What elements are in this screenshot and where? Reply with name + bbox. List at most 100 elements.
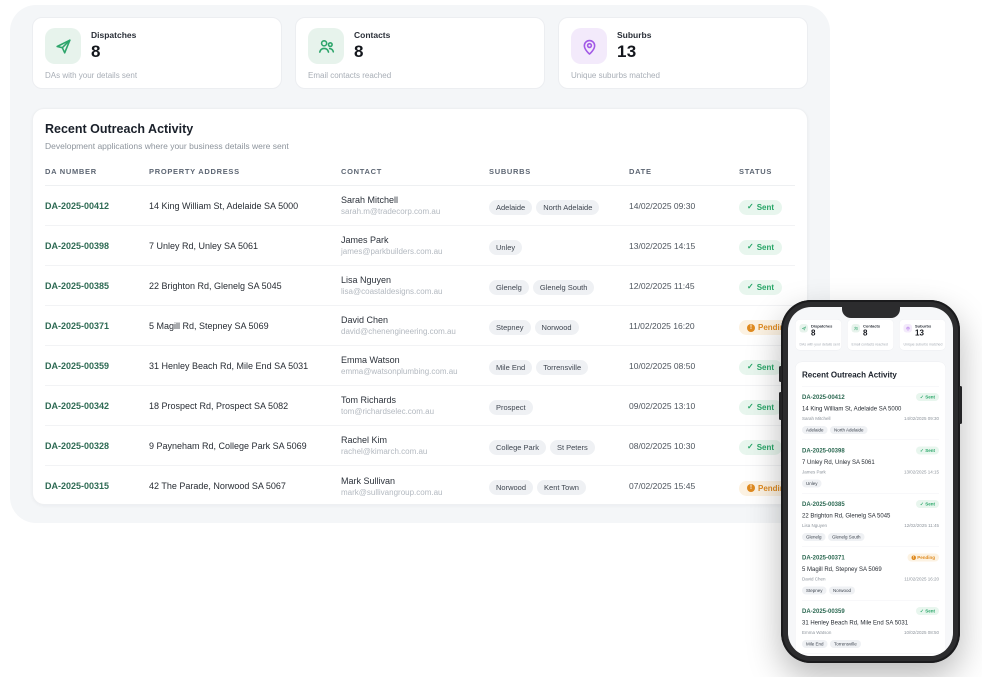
status-label: Sent xyxy=(925,394,935,400)
status-badge-sent: ✓ Sent xyxy=(915,607,939,615)
mobile-table-row: DA-2025-00359 ✓ Sent 31 Henley Beach Rd, Mi… xyxy=(802,600,939,654)
da-number: DA-2025-00315 xyxy=(45,481,110,491)
date-cell: 07/02/2025 15:45 xyxy=(629,481,696,491)
column-header-suburbs: SUBURBS xyxy=(489,167,531,176)
suburb-chip: Glenelg xyxy=(802,533,826,541)
suburbs-cell: Prospect xyxy=(489,397,629,415)
date-cell: 08/02/2025 10:30 xyxy=(629,440,696,451)
suburb-chip: Norwood xyxy=(489,480,534,495)
suburb-chip: Unley xyxy=(802,479,822,488)
property-address: 31 Henley Beach Rd, Mile End SA 5031 xyxy=(149,360,309,371)
stat-value: 8 xyxy=(811,329,816,338)
phone-mockup: Dispatches 8 DAs with your details sent Con… xyxy=(779,300,962,663)
suburb-chip: Torrensville xyxy=(536,359,589,375)
table-row[interactable]: DA-2025-00398 7 Unley Rd, Unley SA 5061 Ja… xyxy=(45,226,795,266)
mobile-row-header: DA-2025-00412 ✓ Sent xyxy=(802,393,939,401)
table-row[interactable]: DA-2025-00328 9 Payneham Rd, College Park… xyxy=(45,426,795,466)
property-address: 5 Magill Rd, Stepney SA 5069 xyxy=(149,320,269,331)
suburbs-cell: Mile End Torrensville xyxy=(489,357,629,375)
status-badge-sent: ✓ Sent xyxy=(739,199,783,215)
suburb-chip: North Adelaide xyxy=(830,426,868,434)
date-cell: 13/02/2025 14:15 xyxy=(903,469,939,475)
table-row[interactable]: DA-2025-00342 18 Prospect Rd, Prospect SA… xyxy=(45,386,795,426)
da-number: DA-2025-00385 xyxy=(45,280,110,291)
column-header-date: DATE xyxy=(629,167,652,176)
date-cell: 09/02/2025 13:10 xyxy=(629,400,696,411)
people-icon xyxy=(308,28,344,64)
stat-sublabel: Email contacts reached xyxy=(851,343,888,347)
contact-email: sarah.m@tradecorp.com.au xyxy=(341,207,441,216)
phone-screen: Dispatches 8 DAs with your details sent Con… xyxy=(788,307,953,656)
contact-name: Lisa Nguyen xyxy=(802,523,828,528)
status-badge-pending: ! Pending xyxy=(907,553,939,562)
section-title: Recent Outreach Activity xyxy=(45,122,194,136)
phone-power-button xyxy=(959,386,962,424)
contact-name: Tom Richards xyxy=(341,395,397,405)
table-row[interactable]: DA-2025-00359 31 Henley Beach Rd, Mile En… xyxy=(45,346,795,386)
da-number: DA-2025-00328 xyxy=(45,440,110,451)
property-address: 5 Magill Rd, Stepney SA 5069 xyxy=(802,565,882,573)
date-cell: 14/02/2025 09:30 xyxy=(903,416,939,421)
property-address: 14 King William St, Adelaide SA 5000 xyxy=(149,200,299,211)
check-icon: ✓ xyxy=(919,447,924,453)
mobile-table-row: DA-2025-00398 ✓ Sent 7 Unley Rd, Unley SA 5… xyxy=(802,439,939,494)
property-address: 31 Henley Beach Rd, Mile End SA 5031 xyxy=(802,619,909,626)
phone-volume-button xyxy=(779,392,782,420)
status-badge-sent: ✓ Sent xyxy=(739,439,783,455)
property-address: 7 Unley Rd, Unley SA 5061 xyxy=(149,240,259,251)
property-address: 7 Unley Rd, Unley SA 5061 xyxy=(802,458,875,466)
mobile-stats-row: Dispatches 8 DAs with your details sent Con… xyxy=(795,319,946,351)
status-label: Sent xyxy=(756,402,775,412)
column-header-property-address: PROPERTY ADDRESS xyxy=(149,167,240,176)
stat-card-suburbs: Suburbs 13 Unique suburbs matched xyxy=(558,17,808,89)
suburb-chip: Torrensville xyxy=(830,640,861,648)
contact-cell: Lisa Nguyen lisa@coastaldesigns.com.au xyxy=(341,275,489,296)
contact-email: mark@sullivangroup.com.au xyxy=(341,487,443,497)
da-number: DA-2025-00385 xyxy=(802,500,845,508)
suburb-chip: College Park xyxy=(489,439,546,455)
mobile-row-meta: James Park 13/02/2025 14:15 xyxy=(802,470,939,475)
mobile-row-header: DA-2025-00385 ✓ Sent xyxy=(802,500,939,508)
people-icon xyxy=(851,324,860,333)
stat-value: 8 xyxy=(91,42,101,61)
status-label: Sent xyxy=(925,608,935,614)
alert-icon: ! xyxy=(747,484,755,493)
status-label: Sent xyxy=(756,282,775,292)
property-address: 42 The Parade, Norwood SA 5067 xyxy=(149,481,286,491)
suburbs-cell: Unley xyxy=(802,479,939,488)
check-icon: ✓ xyxy=(919,608,924,614)
suburb-chip: St Peters xyxy=(549,439,595,455)
da-number: DA-2025-00398 xyxy=(45,240,110,251)
table-body: DA-2025-00412 14 King William St, Adelaid… xyxy=(45,186,798,506)
property-address: 14 King William St, Adelaide SA 5000 xyxy=(802,405,902,412)
mobile-row-meta: Sarah Mitchell 14/02/2025 09:30 xyxy=(802,416,939,421)
status-label: Pending xyxy=(758,483,790,493)
status-badge-sent: ✓ Sent xyxy=(739,239,783,255)
suburb-chip: Norwood xyxy=(534,319,579,335)
phone-volume-button xyxy=(779,366,782,382)
suburbs-cell: Stepney Norwood xyxy=(489,317,629,335)
mobile-row-meta: Emma Watson 10/02/2025 08:50 xyxy=(802,630,939,635)
mobile-row-meta: Lisa Nguyen 12/02/2025 11:45 xyxy=(802,523,939,528)
status-cell: ✓ Sent xyxy=(739,396,795,415)
phone-notch xyxy=(841,307,900,318)
stat-sublabel: Unique suburbs matched xyxy=(571,71,660,80)
status-label: Sent xyxy=(756,242,775,252)
check-icon: ✓ xyxy=(919,501,924,507)
alert-icon: ! xyxy=(747,323,755,332)
status-cell: ✓ Sent xyxy=(739,276,795,295)
contact-cell: David Chen david@chenengineering.com.au xyxy=(341,315,489,336)
check-icon: ✓ xyxy=(747,282,754,292)
table-row[interactable]: DA-2025-00412 14 King William St, Adelaid… xyxy=(45,186,795,226)
table-row[interactable]: DA-2025-00385 22 Brighton Rd, Glenelg SA … xyxy=(45,266,795,306)
status-label: Pending xyxy=(758,323,790,333)
table-header-row: DA NUMBER PROPERTY ADDRESS CONTACT SUBURBS D… xyxy=(45,155,795,186)
suburbs-cell: Norwood Kent Town xyxy=(489,477,629,495)
da-number: DA-2025-00412 xyxy=(45,200,110,211)
column-header-status: STATUS xyxy=(739,167,773,176)
stat-label: Suburbs xyxy=(617,30,652,40)
table-row[interactable]: DA-2025-00315 42 The Parade, Norwood SA 5… xyxy=(45,466,798,506)
suburb-chip: Glenelg South xyxy=(532,279,595,295)
contact-name: David Chen xyxy=(341,315,389,325)
table-row[interactable]: DA-2025-00371 5 Magill Rd, Stepney SA 506… xyxy=(45,306,798,346)
